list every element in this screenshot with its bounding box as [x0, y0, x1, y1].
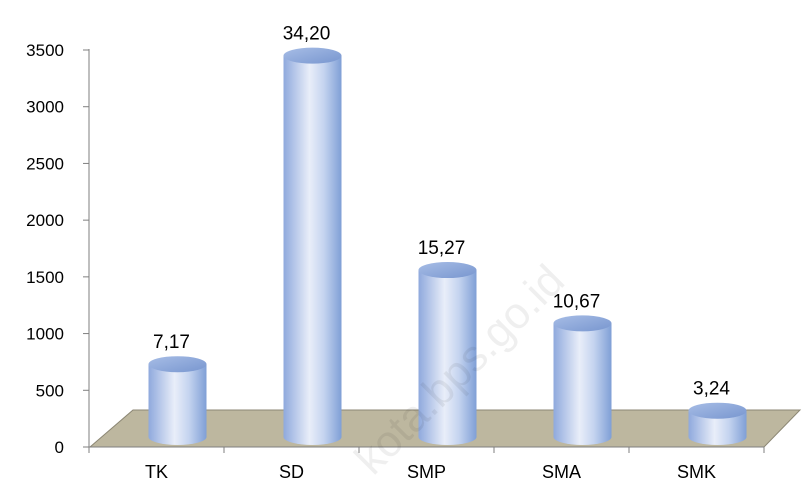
bar — [283, 47, 342, 446]
y-tick-label: 3500 — [26, 41, 64, 60]
x-category-label: TK — [145, 462, 168, 482]
bar-cap — [418, 262, 477, 279]
bar-body — [283, 55, 342, 446]
data-label: 3,24 — [693, 379, 730, 400]
bar-cap — [283, 47, 342, 64]
data-labels: 7,17 34,20 15,27 10,67 3,24 — [153, 24, 730, 400]
data-label: 7,17 — [153, 332, 190, 353]
bar — [148, 356, 207, 445]
y-tick-label: 1500 — [26, 268, 64, 287]
y-tick-label: 0 — [55, 438, 64, 457]
bar-series — [148, 47, 747, 446]
x-category-label: SMP — [407, 462, 446, 482]
bar-body — [688, 410, 747, 445]
bar-cap — [148, 356, 207, 373]
bar — [418, 262, 477, 445]
y-tick-label: 2000 — [26, 211, 64, 230]
bar-cap — [688, 402, 747, 419]
bar-body — [553, 323, 612, 445]
x-axis-categories: TK SD SMP SMA SMK — [88, 447, 765, 482]
y-tick-label: 500 — [36, 381, 64, 400]
bar — [688, 402, 747, 445]
x-category-label: SMK — [677, 462, 716, 482]
data-label: 34,20 — [283, 24, 331, 45]
y-tick-label: 3000 — [26, 98, 64, 117]
data-label: 10,67 — [553, 291, 601, 312]
y-tick-label: 2500 — [26, 154, 64, 173]
y-tick-label: 1000 — [26, 325, 64, 344]
y-axis-ticks: 0 500 1000 1500 2000 2500 3000 3500 — [26, 41, 89, 457]
bar — [553, 315, 612, 445]
data-label: 15,27 — [418, 238, 466, 259]
bar-body — [418, 270, 477, 445]
x-category-label: SD — [279, 462, 304, 482]
bar-cap — [553, 315, 612, 332]
bar-body — [148, 364, 207, 445]
x-category-label: SMA — [542, 462, 581, 482]
